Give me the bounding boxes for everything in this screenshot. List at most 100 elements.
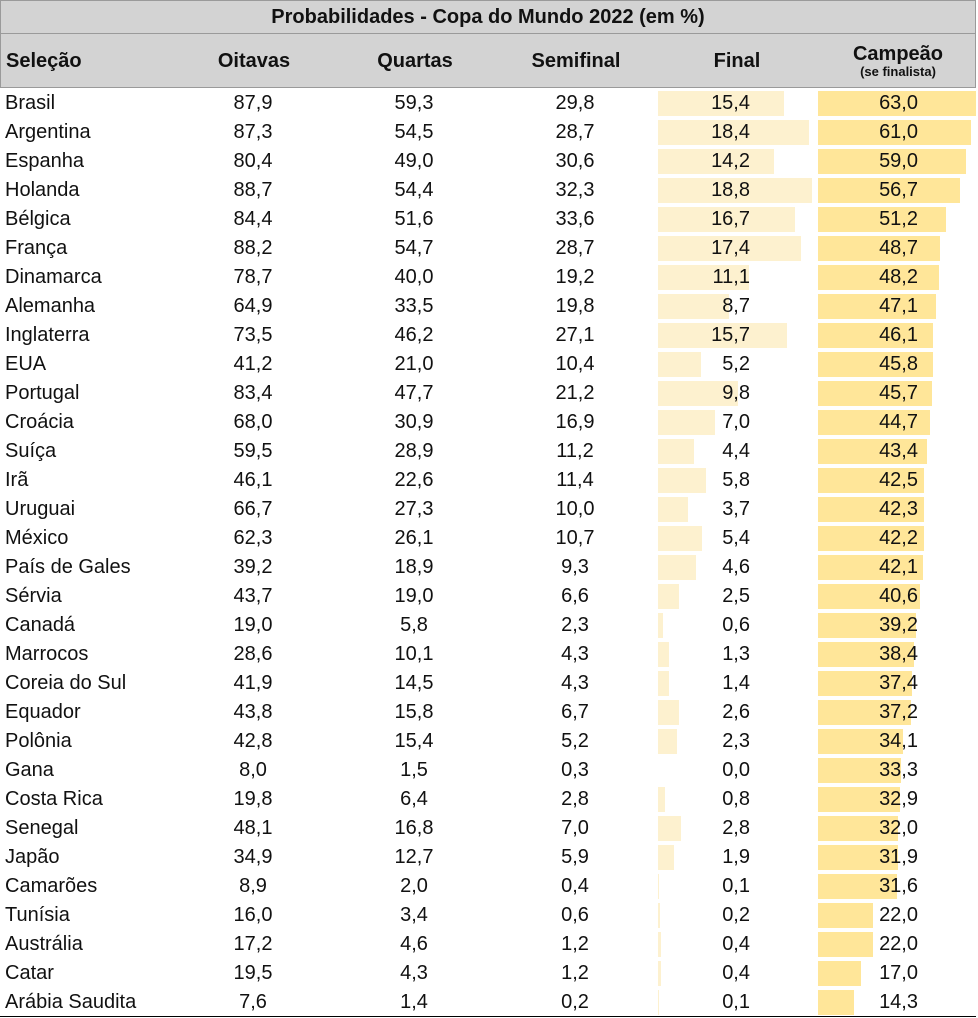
final-value: 0,2 xyxy=(722,904,750,926)
header-champion-note: (se finalista) xyxy=(860,63,936,79)
team-name: Camarões xyxy=(5,875,98,897)
table-row: Canadá 19,0 5,8 2,3 0,6 39,2 xyxy=(0,611,976,640)
champion-bar xyxy=(818,816,898,841)
final-value: 9,8 xyxy=(722,382,750,404)
team-name: Coreia do Sul xyxy=(5,672,127,694)
final-bar xyxy=(658,729,677,754)
team-name: Bélgica xyxy=(5,208,71,230)
final-bar xyxy=(658,323,787,348)
r16-value: 84,4 xyxy=(233,208,273,230)
r16-value: 43,8 xyxy=(233,701,273,723)
sf-value: 5,2 xyxy=(561,730,589,752)
team-name: Catar xyxy=(5,962,54,984)
qf-value: 4,6 xyxy=(400,933,428,955)
table-bottom-border xyxy=(0,1016,976,1017)
sf-value: 0,3 xyxy=(561,759,589,781)
champion-bar xyxy=(818,352,933,377)
team-name: Brasil xyxy=(5,92,56,114)
qf-value: 49,0 xyxy=(394,150,434,172)
sf-value: 29,8 xyxy=(555,92,595,114)
final-bar xyxy=(658,903,660,928)
champion-value: 22,0 xyxy=(879,933,918,955)
table-row: Espanha 80,4 49,0 30,6 14,2 59,0 xyxy=(0,147,976,176)
sf-value: 0,2 xyxy=(561,991,589,1013)
header-row: Seleção Oitavas Quartas Semifinal Final … xyxy=(0,34,976,88)
champion-bar xyxy=(818,729,904,754)
qf-value: 15,8 xyxy=(394,701,434,723)
sf-value: 7,0 xyxy=(561,817,589,839)
final-bar xyxy=(658,584,679,609)
team-name: México xyxy=(5,527,69,549)
header-sf: Semifinal xyxy=(531,49,621,72)
champion-value: 42,1 xyxy=(879,556,918,578)
header-final: Final xyxy=(713,49,761,72)
champion-value: 56,7 xyxy=(879,179,918,201)
champion-value: 34,1 xyxy=(879,730,918,752)
team-name: Espanha xyxy=(5,150,84,172)
r16-value: 34,9 xyxy=(233,846,273,868)
r16-value: 87,3 xyxy=(233,121,273,143)
champion-value: 32,9 xyxy=(879,788,918,810)
final-value: 2,5 xyxy=(722,585,750,607)
sf-value: 33,6 xyxy=(555,208,595,230)
champion-value: 22,0 xyxy=(879,904,918,926)
final-value: 16,7 xyxy=(711,208,750,230)
r16-value: 78,7 xyxy=(233,266,273,288)
champion-bar xyxy=(818,642,914,667)
qf-value: 54,4 xyxy=(394,179,434,201)
champion-bar xyxy=(818,932,873,957)
final-value: 0,8 xyxy=(722,788,750,810)
champion-value: 31,6 xyxy=(879,875,918,897)
final-bar xyxy=(658,845,674,870)
table-row: EUA 41,2 21,0 10,4 5,2 45,8 xyxy=(0,350,976,379)
final-value: 18,4 xyxy=(711,121,750,143)
r16-value: 80,4 xyxy=(233,150,273,172)
sf-value: 11,2 xyxy=(556,440,594,462)
final-value: 7,0 xyxy=(722,411,750,433)
qf-value: 2,0 xyxy=(400,875,428,897)
table-row: Coreia do Sul 41,9 14,5 4,3 1,4 37,4 xyxy=(0,669,976,698)
team-name: Alemanha xyxy=(5,295,96,317)
table-row: Croácia 68,0 30,9 16,9 7,0 44,7 xyxy=(0,408,976,437)
table-row: Irã 46,1 22,6 11,4 5,8 42,5 xyxy=(0,466,976,495)
table-row: País de Gales 39,2 18,9 9,3 4,6 42,1 xyxy=(0,553,976,582)
sf-value: 28,7 xyxy=(555,237,595,259)
table-row: Inglaterra 73,5 46,2 27,1 15,7 46,1 xyxy=(0,321,976,350)
champion-value: 33,3 xyxy=(879,759,918,781)
final-bar xyxy=(658,178,813,203)
team-name: Dinamarca xyxy=(5,266,102,288)
r16-value: 7,6 xyxy=(239,991,267,1013)
table-row: Bélgica 84,4 51,6 33,6 16,7 51,2 xyxy=(0,205,976,234)
qf-value: 6,4 xyxy=(400,788,428,810)
champion-bar xyxy=(818,845,898,870)
champion-value: 45,8 xyxy=(879,353,918,375)
champion-value: 14,3 xyxy=(879,991,918,1013)
r16-value: 42,8 xyxy=(233,730,273,752)
final-value: 5,4 xyxy=(722,527,750,549)
qf-value: 54,7 xyxy=(394,237,434,259)
champion-value: 61,0 xyxy=(879,121,918,143)
table-row: Suíça 59,5 28,9 11,2 4,4 43,4 xyxy=(0,437,976,466)
qf-value: 21,0 xyxy=(394,353,434,375)
qf-value: 40,0 xyxy=(394,266,434,288)
champion-bar xyxy=(818,236,940,261)
r16-value: 8,0 xyxy=(239,759,267,781)
table-row: Japão 34,9 12,7 5,9 1,9 31,9 xyxy=(0,843,976,872)
final-bar xyxy=(658,932,662,957)
champion-bar xyxy=(818,149,966,174)
qf-value: 26,1 xyxy=(394,527,434,549)
final-value: 11,1 xyxy=(712,266,750,288)
table-row: França 88,2 54,7 28,7 17,4 48,7 xyxy=(0,234,976,263)
sf-value: 1,2 xyxy=(561,962,589,984)
table-row: Polônia 42,8 15,4 5,2 2,3 34,1 xyxy=(0,727,976,756)
r16-value: 41,2 xyxy=(233,353,273,375)
champion-bar xyxy=(818,468,925,493)
qf-value: 54,5 xyxy=(394,121,434,143)
champion-value: 48,2 xyxy=(879,266,918,288)
r16-value: 48,1 xyxy=(233,817,273,839)
final-value: 2,6 xyxy=(722,701,750,723)
final-value: 1,4 xyxy=(722,672,750,694)
champion-bar xyxy=(818,555,924,580)
sf-value: 2,3 xyxy=(561,614,589,636)
